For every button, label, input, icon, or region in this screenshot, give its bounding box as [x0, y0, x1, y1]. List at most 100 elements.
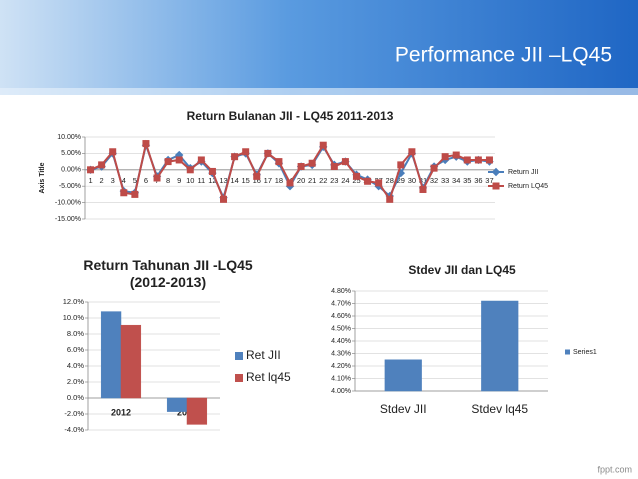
- y-tick-label: 4.30%: [331, 350, 351, 357]
- x-tick-label: 6: [144, 176, 148, 185]
- y-tick-label: 6.0%: [67, 345, 84, 354]
- marker: [297, 163, 305, 171]
- x-tick-label: 20: [297, 176, 305, 185]
- x-tick-label: 2012: [111, 407, 131, 417]
- bar: [384, 359, 422, 392]
- slide-title: Performance JII –LQ45: [395, 44, 612, 67]
- y-tick-label: 4.60%: [331, 313, 351, 320]
- marker: [131, 190, 139, 198]
- x-tick-label: 22: [319, 176, 327, 185]
- y-tick-label: 2.0%: [67, 377, 84, 386]
- marker: [492, 182, 500, 190]
- marker: [341, 158, 349, 166]
- x-tick-label: 23: [330, 176, 338, 185]
- x-tick-label: 11: [197, 176, 205, 185]
- marker: [98, 161, 106, 169]
- x-tick-label: 31: [419, 176, 427, 185]
- marker: [375, 179, 383, 187]
- x-tick-label: 36: [474, 176, 482, 185]
- x-tick-label: Stdev JII: [380, 402, 427, 416]
- y-tick-label: -4.0%: [64, 425, 84, 434]
- x-tick-label: 8: [166, 176, 170, 185]
- marker: [286, 179, 294, 187]
- x-tick-label: 15: [242, 176, 250, 185]
- marker: [408, 148, 416, 156]
- legend-swatch: [235, 352, 243, 360]
- x-tick-label: 4: [122, 176, 126, 185]
- y-axis-title: Axis Title: [39, 162, 46, 193]
- chart-title: Return Bulanan JII - LQ45 2011-2013: [187, 109, 394, 123]
- legend-label: Ret JII: [246, 348, 281, 362]
- chart-title: Return Tahunan JII -LQ45 (2012-2013): [83, 257, 253, 290]
- y-tick-label: 4.70%: [331, 300, 351, 307]
- x-tick-label: 13: [219, 176, 227, 185]
- y-tick-label: 4.00%: [331, 388, 351, 395]
- marker: [109, 148, 117, 156]
- bar: [100, 311, 122, 399]
- x-tick-label: 1: [88, 176, 92, 185]
- marker: [186, 166, 194, 174]
- marker: [142, 140, 150, 148]
- x-tick-label: 29: [397, 176, 405, 185]
- y-tick-label: -15.00%: [55, 216, 81, 223]
- bar: [186, 397, 208, 425]
- y-tick-label: 4.0%: [67, 361, 84, 370]
- marker: [308, 159, 316, 167]
- y-tick-label: 4.40%: [331, 338, 351, 345]
- marker: [474, 156, 482, 164]
- marker: [231, 153, 239, 161]
- x-tick-label: 5: [133, 176, 137, 185]
- x-tick-label: 10: [186, 176, 194, 185]
- marker: [120, 189, 128, 197]
- marker: [253, 172, 261, 180]
- y-tick-label: 4.20%: [331, 363, 351, 370]
- x-tick-label: Stdev lq45: [471, 402, 528, 416]
- marker: [220, 195, 228, 203]
- bar: [120, 324, 142, 399]
- legend-label: Return LQ45: [508, 183, 548, 190]
- x-tick-label: 24: [341, 176, 349, 185]
- x-tick-label: 28: [386, 176, 394, 185]
- footer: fppt.com: [597, 464, 632, 474]
- x-tick-label: 16: [253, 176, 261, 185]
- x-tick-label: 30: [408, 176, 416, 185]
- chart-title: Stdev JII dan LQ45: [408, 263, 516, 277]
- x-tick-label: 34: [452, 176, 460, 185]
- marker: [441, 153, 449, 161]
- marker: [175, 156, 183, 164]
- marker: [319, 141, 327, 149]
- x-tick-label: 12: [208, 176, 216, 185]
- y-tick-label: -2.0%: [64, 409, 84, 418]
- x-tick-label: 25: [352, 176, 360, 185]
- y-tick-label: 5.00%: [61, 150, 81, 157]
- marker: [463, 156, 471, 164]
- marker: [419, 185, 427, 193]
- marker: [208, 167, 216, 175]
- y-tick-label: 4.50%: [331, 325, 351, 332]
- y-tick-label: 10.0%: [63, 313, 85, 322]
- marker: [197, 156, 205, 164]
- marker: [330, 163, 338, 171]
- y-tick-label: 12.0%: [63, 297, 85, 306]
- y-tick-label: -5.00%: [59, 183, 81, 190]
- x-tick-label: 37: [485, 176, 493, 185]
- legend-swatch: [235, 374, 243, 382]
- marker: [485, 156, 493, 164]
- x-tick-label: 18: [275, 176, 283, 185]
- y-tick-label: -10.00%: [55, 199, 81, 206]
- legend-label: Series1: [573, 349, 597, 356]
- marker: [364, 177, 372, 185]
- x-tick-label: 3: [111, 176, 115, 185]
- y-tick-label: 10.00%: [57, 134, 81, 141]
- x-tick-label: 2: [100, 176, 104, 185]
- legend-label: Ret lq45: [246, 370, 291, 384]
- marker: [491, 167, 501, 177]
- marker: [264, 149, 272, 157]
- bar: [166, 397, 188, 412]
- x-tick-label: 33: [441, 176, 449, 185]
- header-band: [0, 0, 638, 95]
- x-tick-label: 17: [264, 176, 272, 185]
- x-tick-label: 9: [177, 176, 181, 185]
- header-edge: [0, 88, 638, 95]
